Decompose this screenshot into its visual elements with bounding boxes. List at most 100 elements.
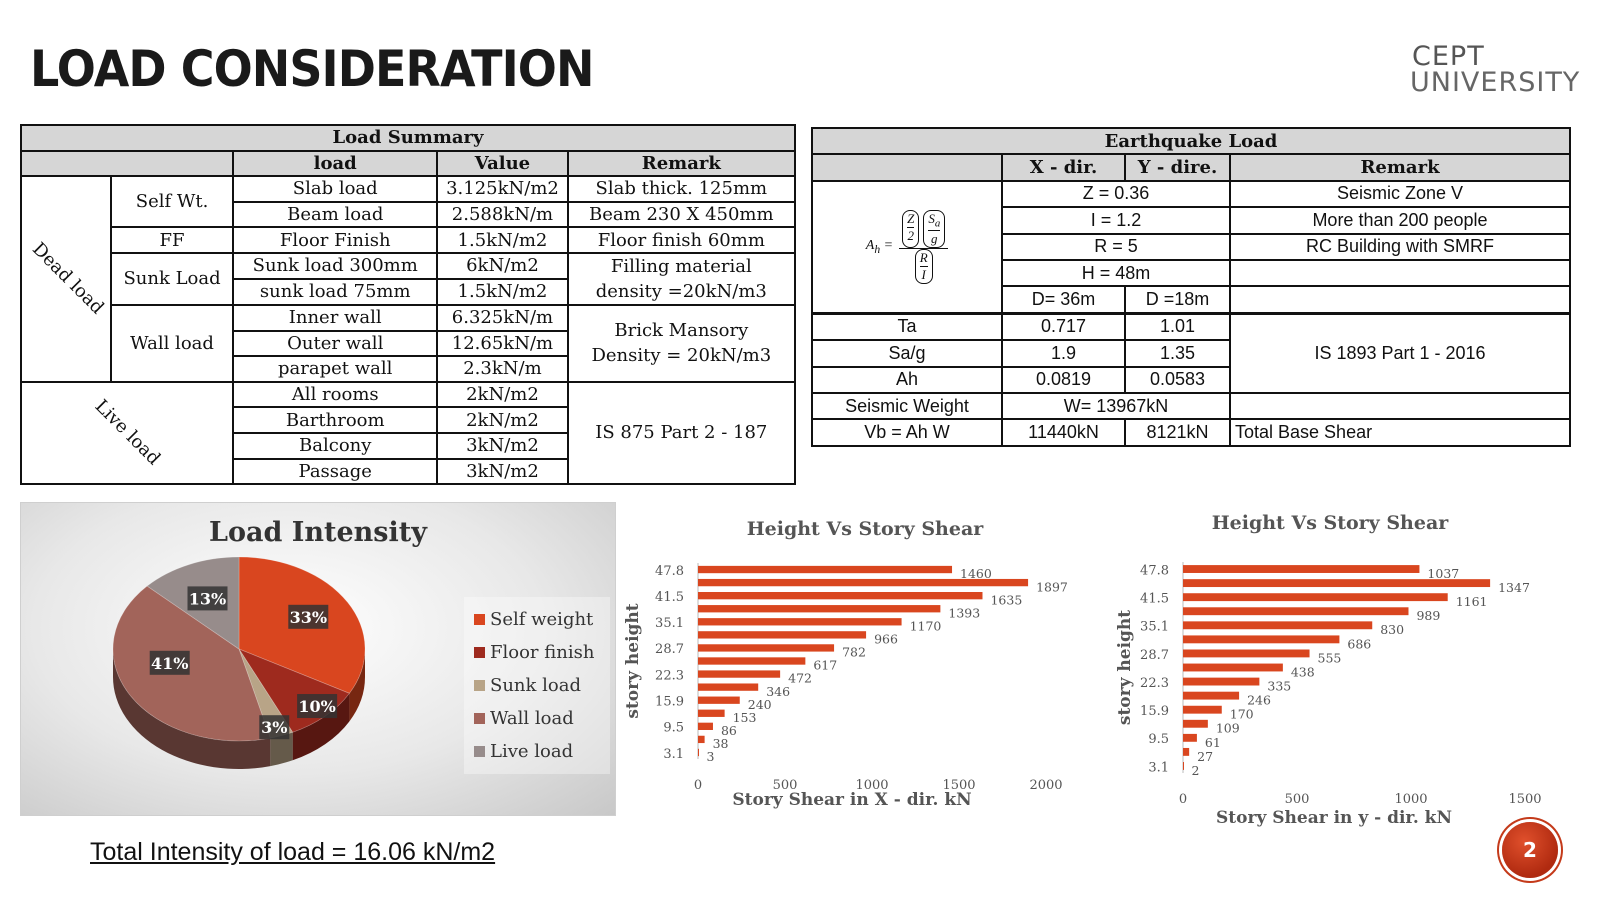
bar-data-label: 3 — [707, 749, 715, 764]
header-value: Value — [436, 149, 569, 178]
value-cell: 2.588kN/m — [436, 200, 569, 229]
load-cell: Outer wall — [232, 329, 439, 358]
bar — [1183, 719, 1208, 728]
bar-data-label: 472 — [788, 671, 812, 686]
bar — [698, 670, 781, 678]
y-tick-label: 41.5 — [1140, 592, 1169, 607]
bar — [1183, 747, 1190, 756]
bar-data-label: 617 — [813, 658, 837, 673]
bar — [1183, 705, 1222, 714]
bar-data-label: 86 — [721, 723, 737, 738]
svg-text:33%: 33% — [290, 608, 327, 627]
value-cell: 2.3kN/m — [436, 355, 569, 383]
pie-data-label: 10% — [297, 694, 338, 719]
bar-data-label: 38 — [713, 736, 729, 751]
bar-data-label: 830 — [1380, 622, 1404, 637]
load-cell: Inner wall — [232, 303, 439, 332]
svg-text:3%: 3% — [261, 718, 287, 737]
bar-data-label: 2 — [1191, 763, 1199, 778]
legend-label: Floor finish — [490, 642, 595, 663]
bar — [1183, 593, 1448, 602]
dead-load-label: Dead load — [20, 175, 112, 383]
y-tick-label: 41.5 — [655, 590, 684, 605]
remark-cell: Beam 230 X 450mm — [566, 200, 797, 229]
header-remark: Remark — [566, 149, 797, 178]
r-value: R = 5 — [1001, 232, 1231, 261]
value-cell: 3kN/m2 — [436, 457, 569, 486]
remark-cell: Slab thick. 125mm — [566, 175, 797, 203]
bar — [1183, 579, 1491, 588]
ah-y: 0.0583 — [1124, 365, 1231, 394]
wall-remark: Brick Mansory Density = 20kN/m3 — [566, 303, 797, 383]
bar — [698, 735, 705, 744]
value-cell: 12.65kN/m — [436, 329, 569, 358]
vb-x: 11440kN — [1001, 418, 1126, 447]
bar-data-label: 335 — [1267, 679, 1291, 694]
x-tick-label: 2000 — [1029, 778, 1062, 793]
y-tick-label: 3.1 — [1148, 760, 1169, 775]
legend-swatch — [474, 680, 485, 691]
pie-data-label: 33% — [288, 604, 329, 629]
vb-label: Vb = Ah W — [811, 418, 1003, 447]
pie-legend: Self weight Floor finish Sunk load Wall loa… — [464, 597, 610, 774]
pie-slice-side — [270, 732, 293, 767]
height-vs-shear-y-chart: Height Vs Story Shear 1037 1347 1161 989 830 6… — [1115, 512, 1542, 828]
y-tick-label: 35.1 — [1140, 620, 1169, 635]
cept-university-logo: CEPT UNIVERSITY — [1410, 41, 1579, 96]
logo-line-1: CEPT — [1412, 41, 1485, 72]
dx-value: D= 36m — [1001, 285, 1126, 315]
total-intensity-note: Total Intensity of load = 16.06 kN/m2 — [90, 838, 496, 866]
load-cell: parapet wall — [232, 355, 439, 383]
legend-swatch — [474, 614, 485, 625]
legend-label: Wall load — [490, 708, 574, 729]
load-cell: Beam load — [232, 200, 439, 229]
bar-data-label: 438 — [1291, 664, 1315, 679]
sag-label: Sa/g — [811, 339, 1003, 368]
z-value: Z = 0.36 — [1001, 179, 1231, 209]
chart-title: Height Vs Story Shear — [747, 518, 985, 540]
bar — [698, 618, 902, 626]
bar-data-label: 1897 — [1036, 579, 1068, 594]
legend-label: Live load — [490, 741, 574, 762]
bar-data-label: 170 — [1230, 707, 1254, 722]
bar — [1183, 565, 1420, 573]
pie-svg: 33% 10% 3% 41% 13% — [112, 556, 366, 769]
load-cell: Barthroom — [232, 406, 439, 434]
y-tick-label: 22.3 — [1140, 676, 1169, 691]
bar-data-label: 240 — [748, 697, 772, 712]
x-tick-label: 1000 — [855, 778, 888, 793]
eq-header-blank — [811, 153, 1003, 182]
legend-item: Sunk load — [464, 669, 610, 702]
bar — [698, 709, 725, 717]
legend-item: Floor finish — [464, 636, 610, 669]
is-remark: IS 1893 Part 1 - 2016 — [1228, 312, 1572, 394]
bar-data-label: 346 — [766, 684, 790, 699]
value-cell: 3.125kN/m2 — [436, 175, 569, 203]
sunk-remark: Filling material density =20kN/m3 — [566, 251, 797, 306]
legend-label: Self weight — [490, 609, 594, 630]
bar-data-label: 1037 — [1427, 566, 1459, 581]
bar — [1183, 607, 1409, 616]
r-remark: RC Building with SMRF — [1228, 232, 1572, 261]
bar — [1183, 733, 1197, 742]
bar-data-label: 246 — [1247, 693, 1271, 708]
bar-data-label: 555 — [1318, 650, 1342, 665]
pie-data-label: 13% — [187, 586, 228, 611]
earthquake-caption: Earthquake Load — [810, 126, 1572, 156]
x-tick-label: 1500 — [942, 778, 975, 793]
y-tick-label: 35.1 — [655, 616, 684, 631]
bar — [698, 748, 699, 757]
ff-group: FF — [109, 226, 235, 254]
load-intensity-chart: Load Intensity 33% 10% 3% 41% 13% Self weigh… — [20, 502, 616, 816]
load-cell: Passage — [232, 457, 439, 486]
bar-data-label: 989 — [1416, 608, 1440, 623]
value-cell: 6kN/m2 — [436, 251, 569, 280]
y-tick-label: 9.5 — [663, 721, 684, 736]
bar-data-label: 1635 — [990, 592, 1022, 607]
h-remark — [1228, 258, 1572, 288]
ta-x: 0.717 — [1001, 312, 1126, 342]
x-tick-label: 1000 — [1394, 792, 1427, 807]
legend-label: Sunk load — [490, 675, 581, 696]
x-axis-label: Story Shear in X - dir. kN — [732, 790, 971, 810]
pie-data-label: 3% — [259, 715, 290, 740]
